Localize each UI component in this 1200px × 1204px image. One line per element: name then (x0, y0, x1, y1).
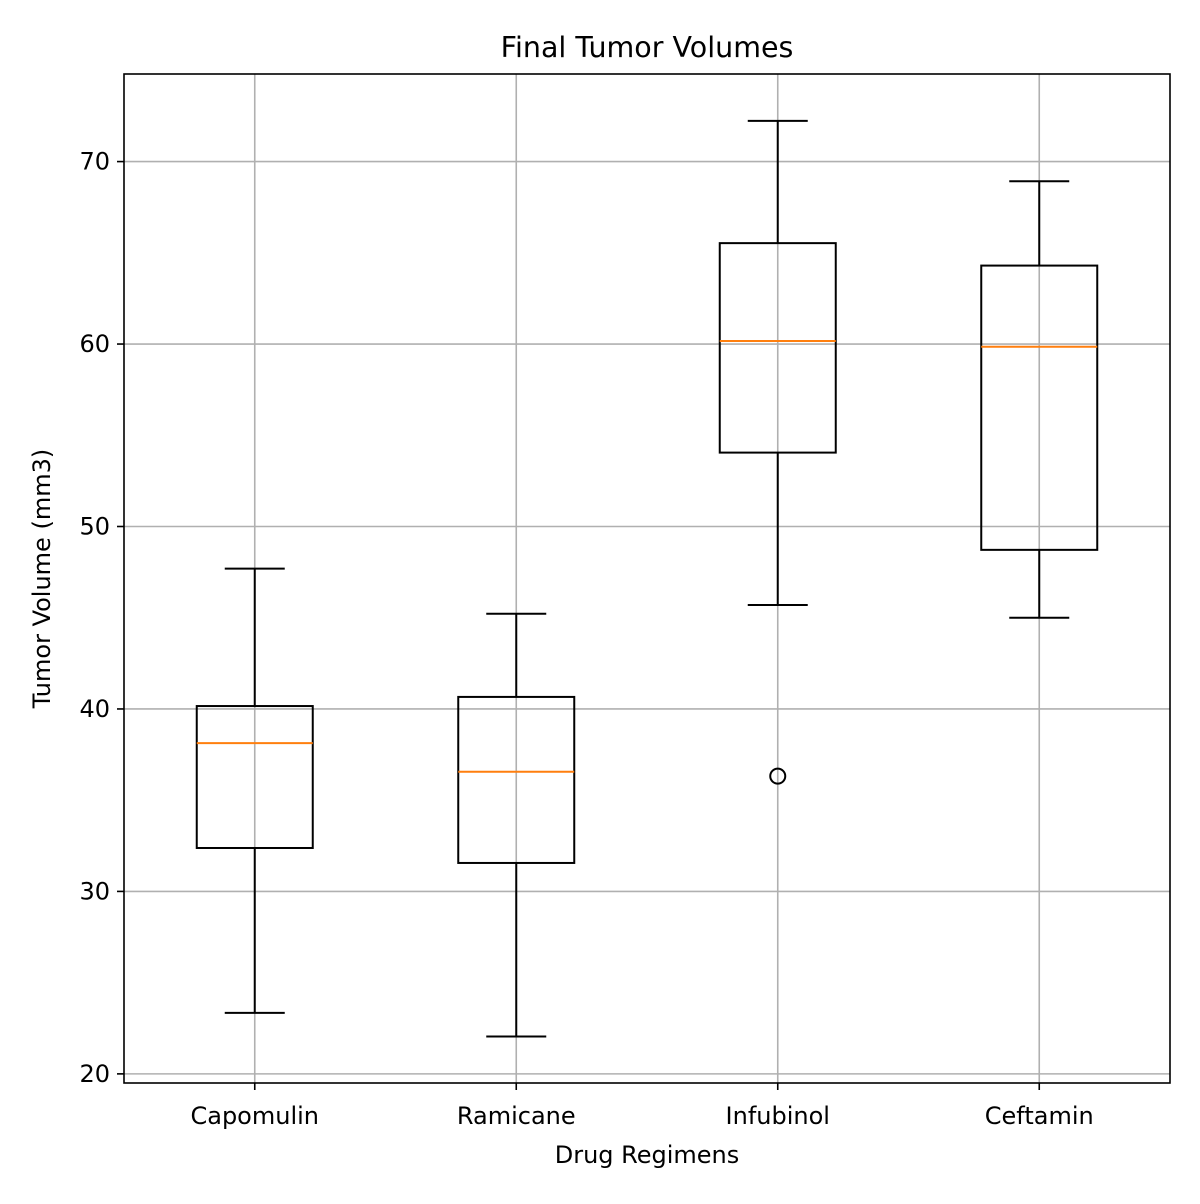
x-tick-label: Capomulin (190, 1102, 319, 1130)
box-group-ceftamin (980, 180, 1099, 619)
x-tick-label: Infubinol (726, 1102, 830, 1130)
plot-frame (123, 73, 1171, 1084)
y-tick-label: 50 (79, 512, 110, 540)
y-tick-label: 40 (79, 695, 110, 723)
y-tick-label: 20 (79, 1060, 110, 1088)
y-tick-label: 60 (79, 330, 110, 358)
box-iqr (195, 705, 314, 849)
tick-layer: 20 30 40 50 60 70 Capomulin Ramicane Infubinol Ce… (79, 148, 1093, 1130)
x-tick-label: Ramicane (457, 1102, 576, 1130)
x-tick-label: Ceftamin (985, 1102, 1094, 1130)
box-iqr (980, 264, 1099, 551)
box-layer (195, 119, 1099, 1038)
x-axis-label: Drug Regimens (555, 1141, 740, 1169)
y-tick-label: 30 (79, 877, 110, 905)
box-group-ramicane (457, 612, 576, 1038)
box-iqr (718, 242, 837, 454)
box-iqr (457, 695, 576, 864)
outlier-point (769, 767, 787, 785)
chart-title: Final Tumor Volumes (501, 31, 794, 64)
y-tick-label: 70 (79, 148, 110, 176)
box-group-infubinol (718, 119, 837, 785)
y-axis-label: Tumor Volume (mm3) (28, 449, 56, 709)
box-group-capomulin (195, 567, 314, 1014)
